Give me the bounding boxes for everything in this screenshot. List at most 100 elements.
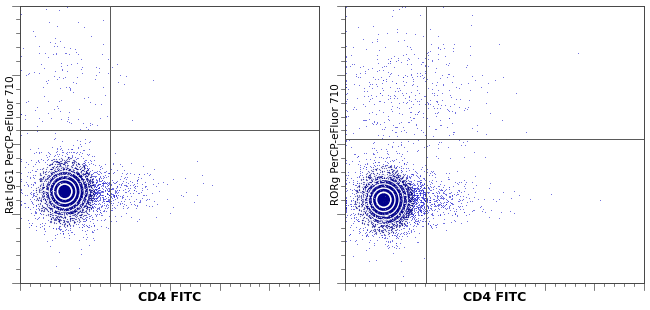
Point	[400, 181, 410, 186]
Point	[375, 188, 385, 193]
Point	[40, 198, 50, 203]
Point	[373, 194, 384, 199]
Point	[51, 198, 62, 203]
Point	[61, 191, 72, 196]
Point	[82, 199, 92, 204]
Point	[370, 185, 381, 190]
Point	[51, 187, 61, 192]
Point	[62, 192, 72, 197]
Point	[387, 211, 398, 216]
Point	[57, 178, 67, 183]
Point	[73, 201, 83, 206]
Point	[88, 179, 98, 184]
Point	[372, 191, 382, 196]
Point	[98, 180, 108, 185]
Point	[396, 190, 406, 195]
Point	[94, 190, 105, 195]
Point	[90, 207, 101, 212]
Point	[65, 179, 75, 184]
Point	[379, 187, 389, 192]
Point	[400, 204, 411, 209]
Point	[50, 210, 60, 215]
Point	[400, 4, 411, 9]
Point	[370, 174, 380, 179]
Point	[374, 228, 384, 233]
Point	[390, 193, 400, 198]
Point	[63, 185, 73, 190]
Point	[356, 189, 367, 194]
Point	[68, 193, 78, 198]
Point	[387, 199, 397, 204]
Point	[415, 206, 425, 211]
Point	[60, 199, 70, 204]
Point	[66, 189, 76, 194]
Point	[401, 197, 411, 202]
Point	[57, 184, 68, 188]
Point	[387, 180, 397, 185]
Point	[60, 194, 71, 199]
Point	[360, 71, 370, 76]
Point	[380, 209, 390, 214]
Point	[424, 97, 435, 102]
Point	[70, 191, 81, 196]
Point	[432, 92, 442, 97]
Point	[56, 196, 66, 201]
Point	[48, 176, 58, 181]
Point	[389, 182, 400, 187]
Point	[57, 180, 68, 185]
Point	[374, 182, 384, 187]
Point	[63, 179, 73, 184]
Point	[374, 162, 384, 167]
Point	[100, 181, 110, 186]
Point	[74, 199, 85, 204]
Point	[363, 213, 374, 218]
Point	[374, 198, 385, 203]
Point	[430, 126, 441, 131]
Point	[64, 188, 74, 193]
Point	[51, 158, 62, 163]
Point	[385, 185, 396, 190]
Point	[374, 183, 385, 188]
Point	[410, 191, 421, 196]
Point	[381, 201, 391, 206]
Point	[385, 186, 396, 191]
Point	[57, 208, 68, 213]
Point	[367, 199, 378, 204]
Point	[69, 198, 79, 203]
Point	[53, 208, 64, 213]
Point	[58, 170, 69, 175]
Point	[66, 192, 77, 197]
Point	[42, 185, 52, 190]
Point	[101, 196, 111, 201]
Point	[369, 196, 380, 201]
Point	[59, 178, 70, 183]
Point	[408, 226, 419, 231]
Point	[496, 210, 506, 215]
Point	[363, 199, 374, 204]
Point	[382, 203, 393, 208]
Point	[378, 194, 388, 199]
Point	[341, 44, 352, 49]
Point	[386, 210, 396, 215]
Point	[387, 219, 398, 224]
Point	[365, 207, 375, 212]
Point	[415, 189, 426, 194]
Point	[60, 167, 71, 172]
Point	[368, 198, 378, 203]
Point	[388, 201, 398, 206]
Point	[395, 200, 405, 205]
Point	[73, 202, 84, 207]
Point	[384, 187, 395, 192]
Point	[381, 191, 391, 196]
Point	[374, 175, 385, 180]
Point	[382, 181, 392, 186]
Point	[439, 199, 450, 204]
Point	[81, 212, 91, 217]
Point	[48, 186, 58, 191]
Point	[134, 171, 144, 176]
Point	[71, 156, 81, 161]
Point	[366, 183, 376, 188]
Point	[72, 185, 82, 190]
Point	[67, 188, 77, 193]
Point	[53, 189, 64, 194]
